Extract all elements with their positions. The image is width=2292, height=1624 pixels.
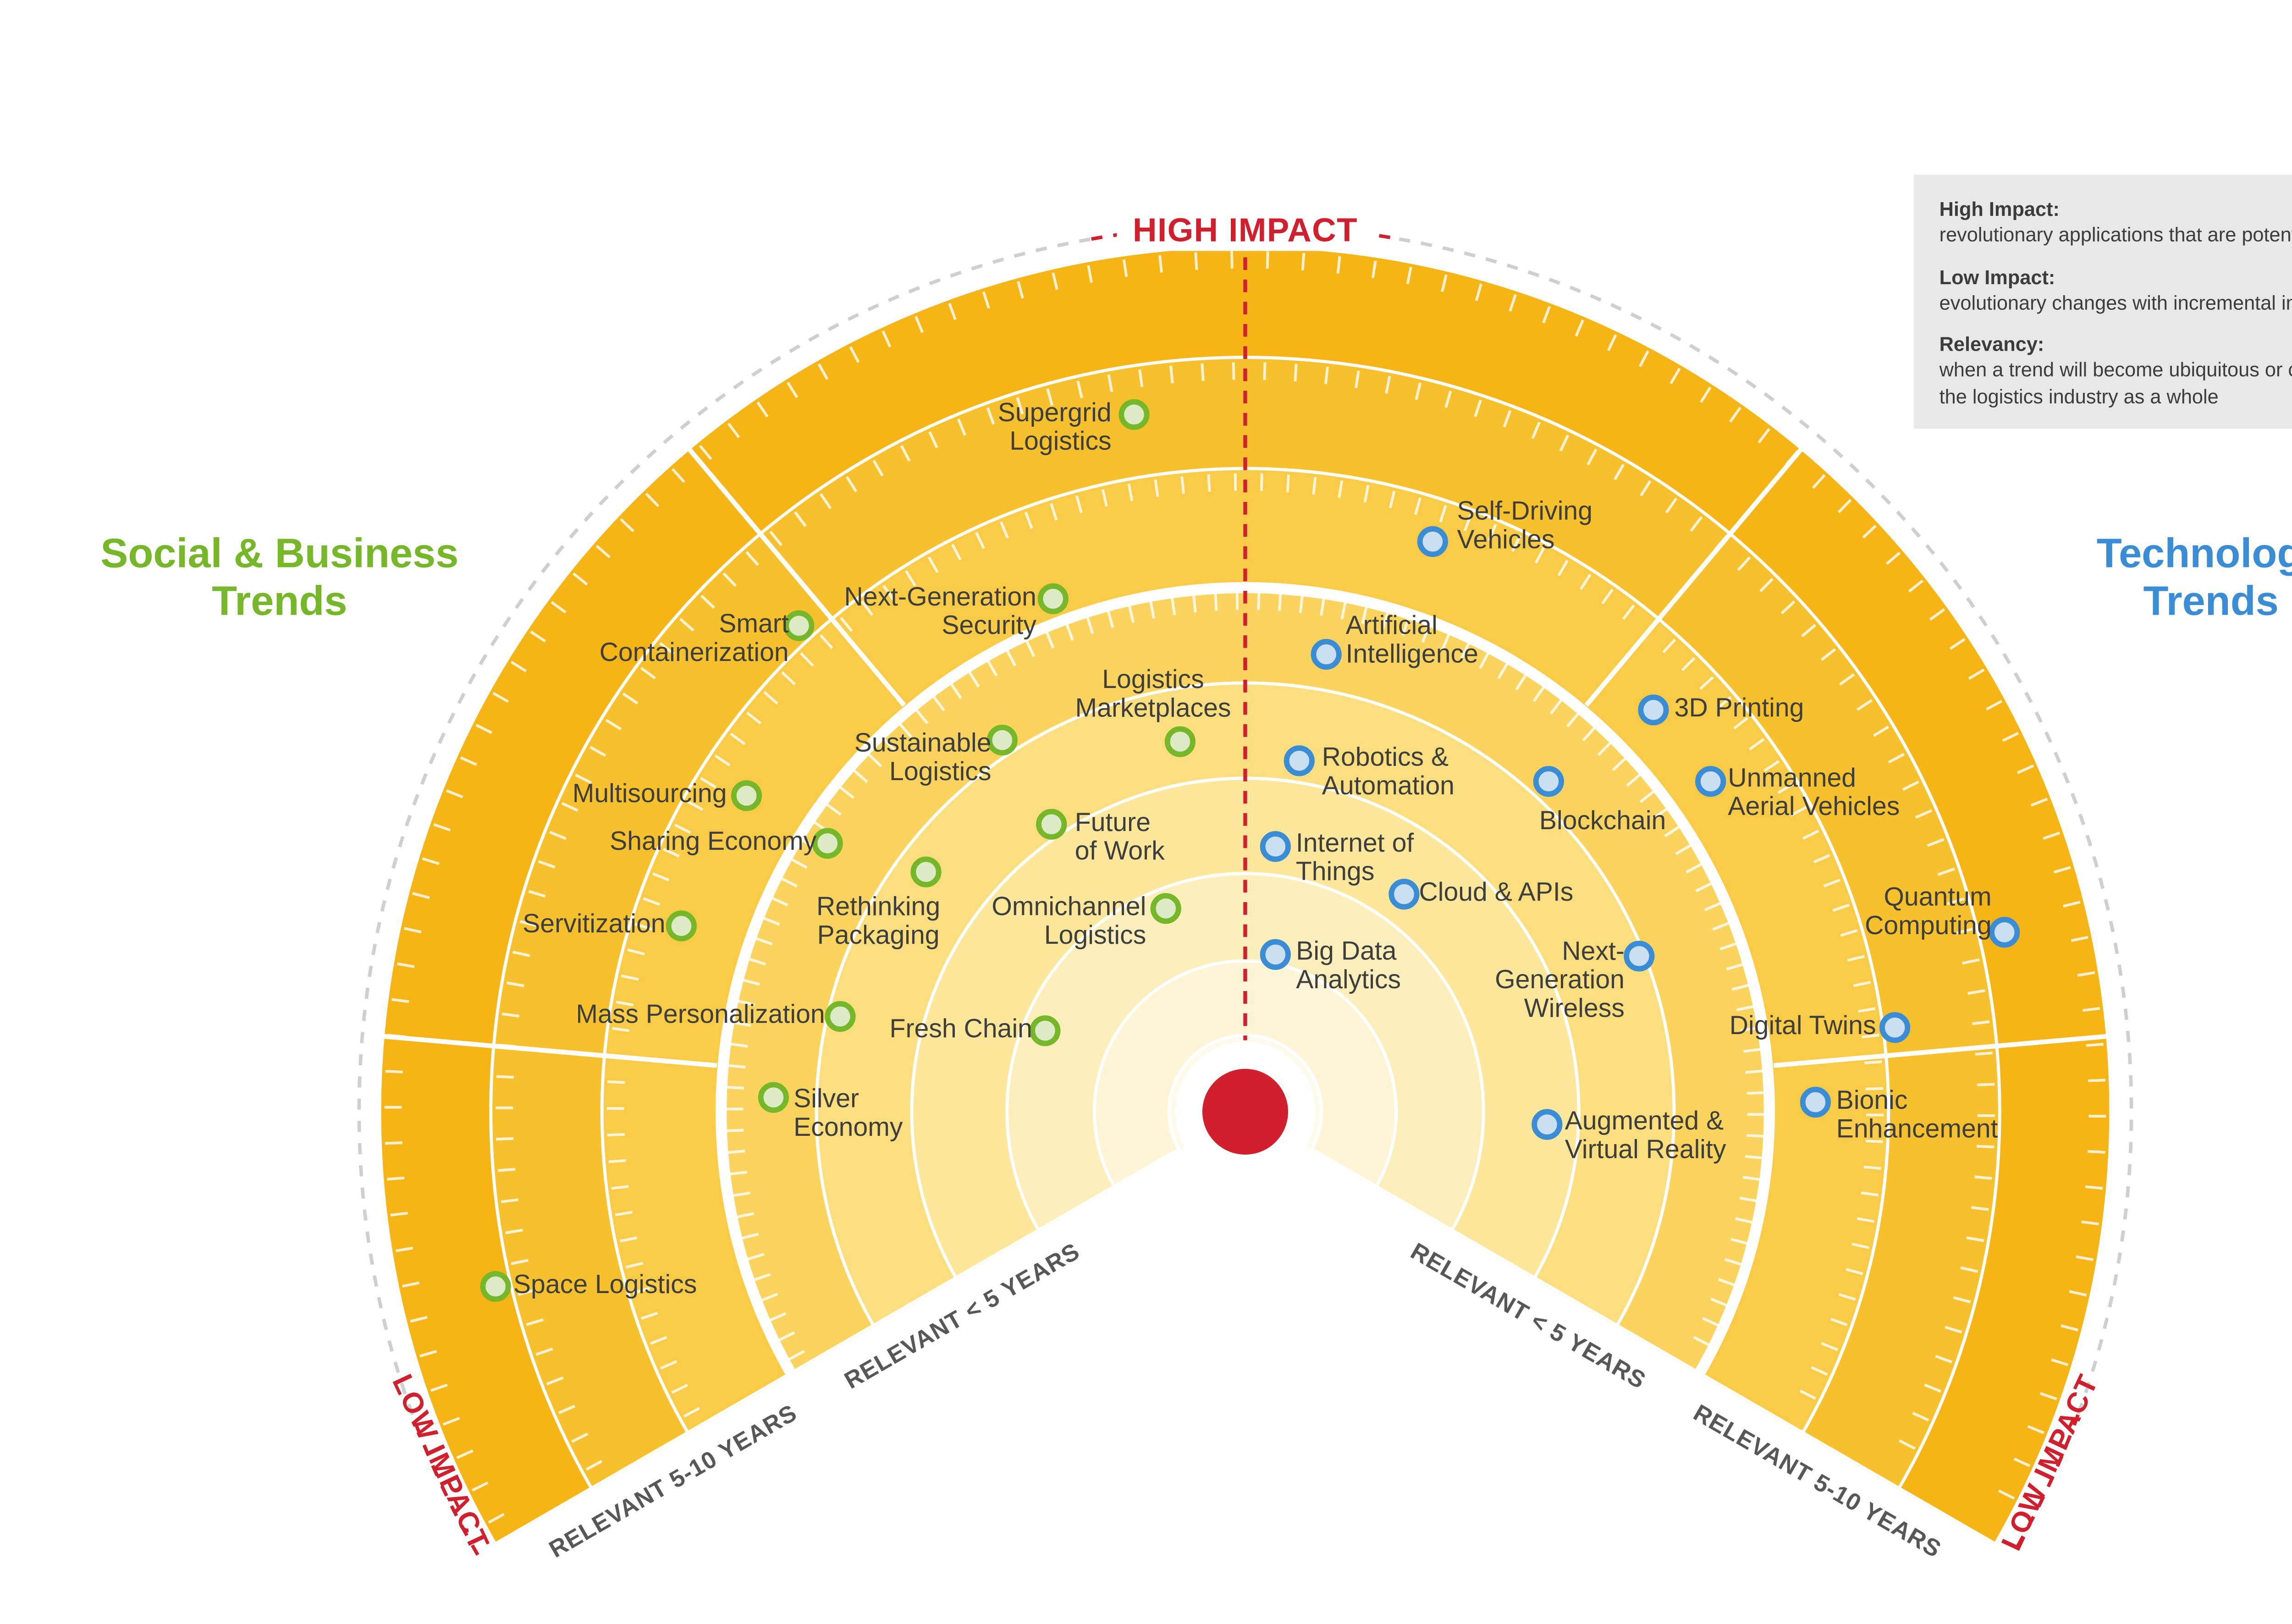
low-impact-label-left: LOW IMPACT [386,1369,496,1555]
social-trend-dot [825,1001,856,1032]
sector-divider-line [1773,1034,2108,1068]
social-trend-label: Future of Work [1074,809,1165,866]
tech-trend-label: Self-Driving Vehicles [1457,497,1593,555]
tech-trend-label: Internet of Things [1295,829,1414,886]
social-trend-dot [783,610,815,641]
tech-trend-label: 3D Printing [1674,694,1804,723]
tech-trend-label: Quantum Computing [1865,883,1992,941]
social-trends-title: Social & Business Trends [100,529,459,624]
tech-trend-dot [1695,766,1726,797]
social-trend-dot [1118,399,1150,430]
social-trend-label: Omnichannel Logistics [992,892,1146,950]
tech-trend-label: Unmanned Aerial Vehicles [1728,764,1900,821]
tech-trend-dot [1260,939,1291,970]
social-trend-label: Space Logistics [513,1271,697,1299]
social-trend-label: Smart Containerization [599,610,789,667]
low-impact-label-right: LOW IMPACT [1995,1369,2105,1555]
tech-trend-label: Cloud & APIs [1419,878,1574,907]
tech-trend-label: Big Data Analytics [1296,937,1401,995]
tech-trend-dot [1533,766,1564,797]
social-trend-label: Supergrid Logistics [997,399,1112,456]
relevance-5-10-left: RELEVANT 5-10 YEARS [545,1399,802,1564]
tech-trend-dot [1284,745,1315,776]
social-trend-dot [1036,809,1067,840]
legend-high-impact-term: High Impact: [1939,198,2060,221]
tech-trend-label: Robotics & Automation [1322,743,1455,801]
social-trend-label: Multisourcing [572,780,727,809]
social-trend-label: Servitization [523,910,666,939]
social-trend-label: Silver Economy [793,1085,903,1142]
social-trend-label: Mass Personalization [576,1001,825,1029]
technology-trends-title: Technology Trends [2096,529,2292,624]
tech-trend-label: Blockchain [1539,807,1666,836]
sector-divider-line [687,447,906,707]
legend-box: High Impact: revolutionary applications … [1914,175,2292,429]
social-trend-dot [1150,893,1181,924]
tech-trend-dot [1638,694,1669,726]
outer-dashed-arc [357,237,1092,1415]
radar-center-dot [1202,1068,1289,1155]
tech-trend-label: Digital Twins [1729,1012,1876,1040]
ring-ticks [384,251,2106,1524]
outer-dashed-arc [1399,237,2133,1415]
legend-relevancy-term: Relevancy: [1939,333,2044,356]
tech-trend-dot [1989,917,2020,948]
social-trend-label: Logistics Marketplaces [1075,666,1231,723]
social-trend-dot [731,780,762,811]
social-trend-dot [480,1271,511,1302]
tech-trend-dot [1311,639,1342,670]
tech-trend-dot [1800,1087,1831,1118]
tech-trend-dot [1879,1012,1911,1043]
social-trend-dot [910,856,942,887]
social-trend-label: Fresh Chain [889,1015,1032,1044]
legend-low-impact-term: Low Impact: [1939,266,2055,288]
tech-trend-label: Next- Generation Wireless [1495,937,1625,1023]
social-trend-label: Sustainable Logistics [854,729,992,787]
relevance-lt5-right: RELEVANT < 5 YEARS [1405,1238,1650,1395]
relevance-5-10-right: RELEVANT 5-10 YEARS [1688,1399,1946,1564]
sector-edge-line [1310,1148,2017,1559]
social-trend-dot [986,725,1018,756]
tech-trend-dot [1532,1109,1563,1140]
trend-dots [480,399,2020,1302]
legend-relevancy-desc: when a trend will become ubiquitous or c… [1939,359,2292,407]
social-trend-dot [1037,583,1069,614]
social-trend-dot [1030,1015,1061,1046]
sector-edge-line [474,1148,1180,1559]
tech-trend-label: Augmented & Virtual Reality [1565,1107,1726,1164]
outer-dashed-arc [411,1414,479,1556]
social-trend-dot [666,910,697,941]
social-trend-dot [758,1082,789,1113]
social-trend-label: Next-Generation Security [844,583,1036,640]
social-trend-label: Rethinking Packaging [816,892,941,950]
tech-trend-label: Bionic Enhancement [1836,1086,1998,1144]
sector-divider-line [382,1034,717,1068]
sector-divider-line [1584,447,1804,707]
high-impact-label: HIGH IMPACT [1117,213,1374,251]
legend-low-impact-desc: evolutionary changes with incremental im… [1939,292,2292,314]
relevance-lt5-left: RELEVANT < 5 YEARS [840,1238,1085,1395]
tech-trend-label: Artificial Intelligence [1345,611,1478,669]
tech-trend-dot [1260,831,1291,862]
legend-high-impact-desc: revolutionary applications that are pote… [1939,224,2292,247]
social-trend-dot [1164,726,1196,757]
tech-trend-dot [1624,941,1655,972]
social-trend-dot [812,828,843,859]
social-trend-label: Sharing Economy [610,827,817,856]
outer-dashed-arc [2011,1414,2080,1556]
tech-trend-dot [1388,879,1420,910]
tech-trend-dot [1417,526,1448,557]
